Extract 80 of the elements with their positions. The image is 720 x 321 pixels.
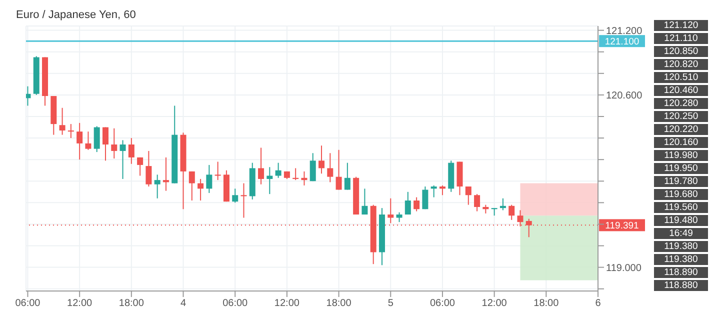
candlestick (214, 161, 221, 181)
candlestick (76, 122, 83, 160)
candlestick (344, 162, 350, 190)
text: 119.780 (654, 176, 708, 187)
candlestick (301, 170, 308, 186)
candlestick (188, 170, 195, 202)
y-tick-label: 120.600 (606, 90, 643, 102)
candlestick (310, 152, 316, 182)
candlestick (59, 107, 66, 136)
x-tick-label: 06:00 (222, 298, 248, 310)
text: 120.460 (654, 85, 708, 96)
candlestick (111, 128, 118, 159)
text: 120.160 (654, 137, 708, 148)
x-tick-label: 18:00 (118, 298, 144, 310)
text: 119.560 (654, 202, 708, 213)
text: 119.950 (654, 163, 708, 174)
candlestick (162, 156, 169, 192)
text: 16:49 (654, 228, 708, 239)
text: 120.220 (654, 124, 708, 135)
text: 119.480 (654, 215, 708, 226)
x-tick-label: 6 (595, 298, 602, 310)
text: 121.120 (654, 20, 708, 31)
candlestick (68, 124, 74, 139)
candlestick (336, 149, 342, 190)
candlestick (508, 204, 515, 220)
candlestick (292, 168, 299, 181)
x-tick-label: 4 (180, 298, 186, 310)
candlestick (137, 156, 144, 176)
candlestick (198, 178, 204, 202)
x-tick-label: 18:00 (534, 298, 560, 310)
text: 118.880 (654, 280, 708, 291)
text: 120.250 (654, 111, 708, 122)
text: 119.380 (654, 254, 708, 265)
candlestick (414, 196, 420, 212)
candlestick (154, 174, 160, 199)
candlestick (94, 126, 100, 153)
candlestick (439, 184, 446, 196)
text: 121.110 (654, 33, 708, 44)
text: 120.820 (654, 59, 708, 70)
x-tick-label: 12:00 (67, 298, 93, 310)
x-tick-label: 06:00 (15, 298, 41, 310)
candlestick (422, 186, 428, 210)
text: 119.680 (654, 189, 708, 200)
candlestick (120, 140, 126, 180)
candlestick (258, 147, 264, 185)
text: 118.890 (654, 267, 708, 278)
text: 119.980 (654, 150, 708, 161)
candlestick (128, 138, 134, 164)
candlestick (362, 188, 368, 216)
candlestick (275, 162, 282, 178)
candlestick (474, 194, 480, 212)
x-tick-label: 18:00 (326, 298, 352, 310)
candlestick (240, 182, 247, 218)
text: 120.850 (654, 46, 708, 57)
x-tick-label: 12:00 (274, 298, 300, 310)
candlestick (500, 198, 506, 211)
candlestick (206, 164, 212, 194)
x-tick-label: 5 (388, 298, 394, 310)
candlestick (327, 152, 334, 183)
y-tick-label: 121.200 (606, 26, 643, 37)
candlestick (146, 150, 152, 188)
x-tick-label: 06:00 (430, 298, 456, 310)
x-tick-label: 12:00 (482, 298, 508, 310)
text: 120.510 (654, 72, 708, 83)
candlestick (388, 198, 394, 224)
candlestick (266, 166, 273, 195)
y-tick-label: 119.000 (606, 262, 642, 274)
candlestick (318, 145, 325, 174)
candlestick (430, 184, 437, 198)
text: 119.380 (654, 241, 708, 252)
chart-title: Euro / Japanese Yen, 60 (16, 9, 136, 21)
text: 120.280 (654, 98, 708, 109)
candlestick (232, 188, 238, 204)
candlestick (465, 186, 472, 206)
candlestick (404, 191, 411, 216)
candlestick (102, 126, 108, 162)
candlestick (396, 212, 402, 223)
ref-line-label: 121.100 (604, 36, 640, 48)
candlestick (85, 131, 92, 150)
ref-line-label: 119.391 (605, 220, 639, 232)
